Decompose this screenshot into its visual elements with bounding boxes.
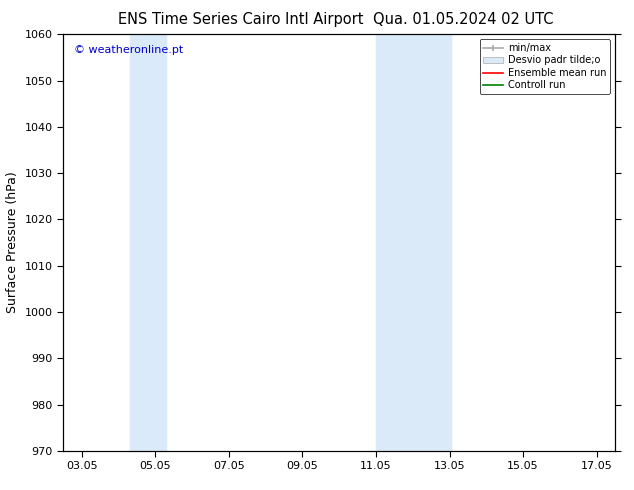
Text: ENS Time Series Cairo Intl Airport: ENS Time Series Cairo Intl Airport <box>118 12 364 27</box>
Bar <box>129 34 166 451</box>
Y-axis label: Surface Pressure (hPa): Surface Pressure (hPa) <box>6 172 19 314</box>
Text: Qua. 01.05.2024 02 UTC: Qua. 01.05.2024 02 UTC <box>373 12 553 27</box>
Legend: min/max, Desvio padr tilde;o, Ensemble mean run, Controll run: min/max, Desvio padr tilde;o, Ensemble m… <box>479 39 610 94</box>
Bar <box>413 34 451 451</box>
Bar <box>376 34 413 451</box>
Text: © weatheronline.pt: © weatheronline.pt <box>74 45 184 55</box>
